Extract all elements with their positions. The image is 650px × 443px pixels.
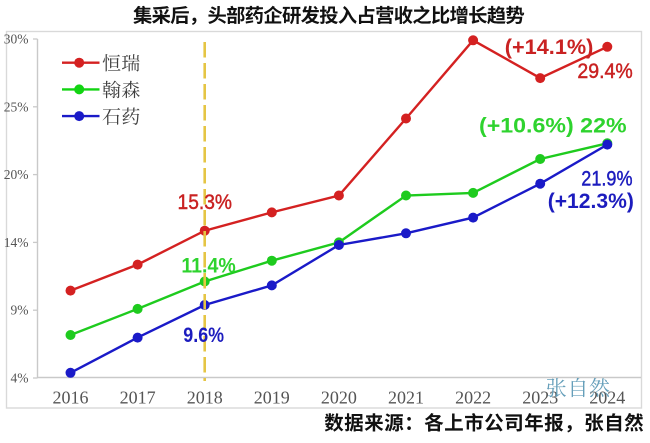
svg-text:2024: 2024 [589,388,625,408]
svg-text:2021: 2021 [388,388,424,408]
svg-text:2016: 2016 [53,388,89,408]
svg-text:30%: 30% [4,32,29,47]
svg-text:(+10.6%) 22%: (+10.6%) 22% [479,114,627,138]
svg-text:2017: 2017 [120,388,156,408]
svg-text:4%: 4% [11,371,29,386]
svg-text:11.4%: 11.4% [181,254,236,277]
svg-text:15.3%: 15.3% [178,191,233,214]
svg-text:25%: 25% [4,99,29,114]
svg-text:9%: 9% [11,303,29,318]
svg-text:(+12.3%): (+12.3%) [548,189,634,213]
svg-text:2019: 2019 [254,388,290,408]
svg-text:29.4%: 29.4% [577,59,632,83]
svg-text:14%: 14% [4,235,29,250]
svg-text:21.9%: 21.9% [581,167,632,191]
svg-text:9.6%: 9.6% [183,324,224,347]
svg-text:2020: 2020 [321,388,357,408]
svg-text:2022: 2022 [455,388,491,408]
svg-text:2023: 2023 [522,388,558,408]
svg-text:20%: 20% [4,167,29,182]
svg-text:(+14.1%): (+14.1%) [505,35,594,59]
svg-text:2018: 2018 [187,388,223,408]
